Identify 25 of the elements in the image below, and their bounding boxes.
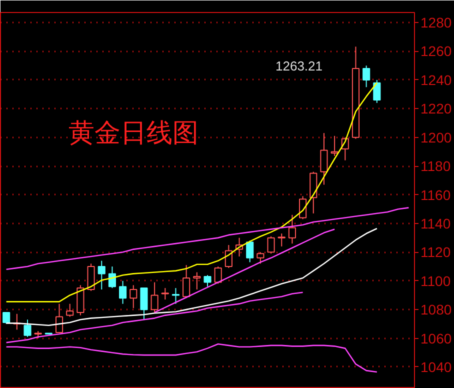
y-tick-label: 1120 — [420, 244, 451, 260]
y-tick-label: 1260 — [420, 43, 452, 60]
y-tick-label: 1180 — [420, 158, 451, 174]
candlestick — [373, 79, 381, 104]
y-tick-label: 1100 — [420, 272, 451, 289]
y-tick-label: 1060 — [420, 330, 452, 346]
text: 黄金日线图 — [68, 118, 198, 148]
candlestick — [320, 132, 328, 186]
annotation: 1263.21 — [276, 58, 323, 74]
candlestick — [130, 284, 138, 309]
y-tick-label: 1280 — [420, 14, 452, 31]
line-series — [6, 292, 304, 344]
y-tick-label: 1080 — [420, 302, 452, 318]
y-tick-label: 1220 — [420, 100, 452, 117]
y-tick-label: 1040 — [420, 358, 452, 375]
line-series — [6, 207, 410, 270]
candlestick — [76, 284, 84, 316]
candlestick — [362, 65, 370, 88]
line-series — [6, 343, 378, 373]
line-series — [154, 228, 336, 314]
y-tick-label: 1160 — [420, 186, 451, 203]
candlestick — [330, 135, 338, 157]
y-tick-label: 1200 — [420, 129, 452, 146]
y-tick-label: 1240 — [420, 72, 452, 88]
y-tick-label: 1140 — [420, 215, 451, 232]
